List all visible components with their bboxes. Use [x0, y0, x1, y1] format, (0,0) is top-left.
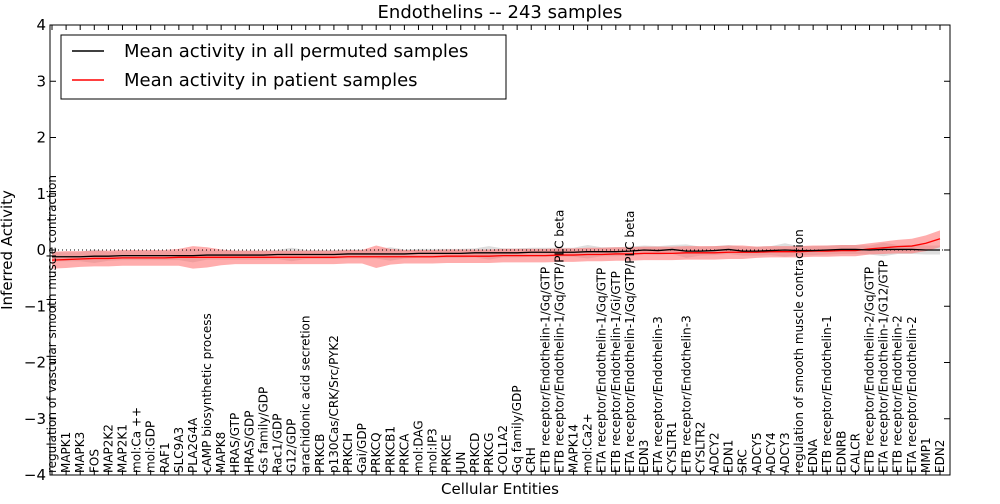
y-tick-label: 2: [36, 129, 46, 147]
x-tick-label: PRKCH: [341, 433, 355, 473]
x-tick-label: cAMP biosynthetic process: [200, 313, 214, 473]
x-tick-label: CALCR: [848, 433, 862, 473]
x-tick-label: PRKCG: [482, 433, 496, 473]
x-tick-label: EDN3: [637, 440, 651, 473]
x-tick-label: EDNRB: [834, 431, 848, 473]
x-tick-label: PRKCQ: [369, 432, 383, 473]
x-tick-label: PLA2G4A: [186, 417, 200, 473]
x-tick-label: ETB receptor/Endothelin-1: [820, 315, 834, 473]
x-tick-label: ADCY2: [707, 432, 721, 473]
x-tick-label: EDN2: [933, 440, 947, 473]
x-axis-ticks: [51, 25, 941, 475]
y-tick-label: 0: [36, 241, 46, 259]
x-tick-label: COL1A2: [496, 425, 510, 473]
patient-band: [52, 230, 940, 269]
permuted-mean-line: [52, 248, 940, 258]
x-tick-label: PRKCB1: [383, 426, 397, 473]
x-tick-label: HRAS/GDP: [242, 410, 256, 473]
x-tick-label: ETA receptor/Endothelin-2: [905, 316, 919, 473]
x-tick-label: JUN: [454, 452, 468, 474]
x-tick-label: mol:Ca2+: [581, 413, 595, 473]
x-tick-label: MAP2K2: [101, 424, 115, 473]
x-tick-label: ETB receptor/Endothelin-2/Gq/GTP: [863, 267, 877, 473]
x-tick-label: ETB receptor/Endothelin-3: [679, 315, 693, 473]
x-tick-label: CYSLTR1: [665, 422, 679, 473]
series-lines: [50, 238, 950, 261]
legend-label-patient: Mean activity in patient samples: [124, 70, 418, 91]
x-tick-label: Gq family/GDP: [510, 385, 524, 473]
patient-mean-line: [51, 238, 941, 261]
x-tick-labels: regulation of vascular smooth muscle con…: [45, 175, 947, 474]
chart-title: Endothelins -- 243 samples: [378, 2, 623, 23]
x-tick-label: regulation of smooth muscle contraction: [792, 229, 806, 473]
x-tick-label: arachidonic acid secretion: [299, 316, 313, 473]
x-tick-label: mol:Ca ++: [130, 407, 144, 473]
y-tick-label: −2: [24, 354, 46, 372]
x-tick-label: HRAS/GTP: [228, 413, 242, 473]
x-tick-label: MAPK3: [73, 432, 87, 473]
x-tick-label: MAPK1: [59, 432, 73, 473]
y-tick-label: −3: [24, 410, 46, 428]
x-tick-label: PRKCB: [313, 434, 327, 473]
x-tick-label: ADCY4: [764, 432, 778, 473]
x-tick-label: Gs family/GDP: [256, 387, 270, 473]
legend: Mean activity in all permuted samples Mea…: [60, 34, 507, 100]
x-tick-label: mol:IP3: [426, 428, 440, 473]
x-tick-label: ETB receptor/Endothelin-1/Gq/GTP: [538, 267, 552, 473]
x-axis-label: Cellular Entities: [441, 480, 559, 498]
x-tick-label: mol:DAG: [411, 420, 425, 473]
y-tick-label: −1: [24, 297, 46, 315]
x-tick-label: ETA receptor/Endothelin-3: [651, 316, 665, 473]
y-axis-label: Inferred Activity: [0, 190, 16, 310]
x-tick-label: EDNA: [806, 438, 820, 473]
x-tick-label: ADCY3: [778, 432, 792, 473]
x-tick-label: PRKCE: [440, 434, 454, 473]
x-tick-label: G12/GDP: [285, 419, 299, 473]
y-tick-label: 4: [36, 16, 46, 34]
x-tick-label: ETB receptor/Endothelin-1/Gi/GTP: [609, 271, 623, 473]
confidence-bands: [52, 230, 940, 269]
x-tick-label: CYSLTR2: [693, 422, 707, 473]
legend-label-permuted: Mean activity in all permuted samples: [124, 41, 468, 62]
x-tick-label: Gai/GDP: [355, 423, 369, 473]
x-tick-label: FOS: [87, 449, 101, 473]
x-tick-label: ETB receptor/Endothelin-2: [891, 315, 905, 473]
x-tick-label: MAP2K1: [115, 424, 129, 473]
x-tick-label: p130Cas/CRK/Src/PYK2: [327, 335, 341, 473]
x-tick-label: MAPK8: [214, 432, 228, 473]
x-tick-label: PRKCD: [468, 433, 482, 473]
x-tick-label: regulation of vascular smooth muscle con…: [45, 175, 59, 473]
y-tick-label: 3: [36, 72, 46, 90]
y-axis-ticks: −4 −3 −2 −1 0 1 2 3 4: [24, 16, 950, 484]
legend-box: [60, 34, 507, 100]
x-tick-label: ADCY5: [750, 432, 764, 473]
x-tick-label: RAF1: [158, 442, 172, 473]
x-tick-label: ETA receptor/Endothelin-1/G12/GTP: [877, 260, 891, 473]
x-tick-label: SLC9A3: [172, 427, 186, 473]
x-tick-label: CRH: [524, 447, 538, 473]
x-tick-label: PRKCA: [397, 433, 411, 473]
x-tick-label: Rac1/GDP: [271, 414, 285, 473]
x-tick-label: MMP1: [919, 437, 933, 473]
x-tick-label: MAPK14: [567, 424, 581, 473]
x-tick-label: mol:GDP: [144, 421, 158, 473]
x-tick-label: SRC: [736, 449, 750, 473]
x-tick-label: ETA receptor/Endothelin-1/Gq/GTP/PLC bet…: [623, 211, 637, 473]
x-tick-label: ETB receptor/Endothelin-1/Gq/GTP/PLC bet…: [552, 210, 566, 473]
y-tick-label: −4: [24, 466, 46, 484]
x-tick-label: ETA receptor/Endothelin-1/Gq/GTP: [595, 268, 609, 473]
x-tick-label: EDN1: [722, 440, 736, 473]
y-tick-label: 1: [36, 185, 46, 203]
